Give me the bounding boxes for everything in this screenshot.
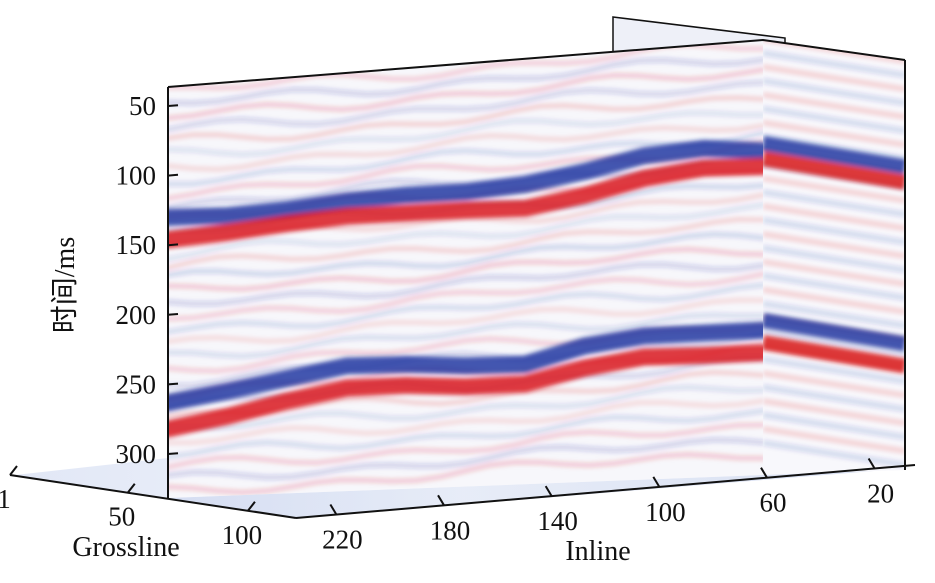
time-tick-mark	[167, 173, 179, 177]
crossline-tick-mark	[126, 483, 136, 494]
side-background-band	[763, 244, 905, 274]
background-band	[168, 437, 763, 481]
side-reflector-positive-3	[763, 335, 905, 374]
background-band	[168, 246, 763, 292]
side-background-band	[763, 105, 905, 134]
inline-axis-line	[295, 464, 916, 519]
inline-axis-ticks: 220 180 140 100 60 20	[322, 457, 894, 555]
inline-tick-label: 100	[645, 497, 686, 527]
background-band	[168, 271, 763, 322]
inline-tick-label: 20	[867, 478, 894, 508]
background-band	[168, 231, 763, 278]
crossline-tick-label: 1	[0, 484, 11, 514]
inline-tick-label: 60	[759, 488, 786, 518]
inline-tick-mark	[867, 457, 876, 469]
background-band	[168, 110, 763, 158]
side-background-band	[763, 91, 905, 120]
time-tick-label: 200	[116, 300, 157, 330]
background-band	[168, 261, 763, 307]
crossline-tick-mark	[247, 501, 256, 512]
inline-tick-label: 180	[430, 515, 471, 545]
side-background-band	[763, 411, 905, 441]
background-band	[168, 451, 763, 495]
time-tick-label: 100	[116, 161, 157, 191]
crossline-section	[763, 40, 905, 475]
side-background-band	[763, 384, 905, 413]
inline-tick-mark	[652, 476, 661, 488]
crossline-tick-label: 100	[222, 520, 263, 550]
time-tick-label: 150	[116, 230, 157, 260]
background-band	[168, 297, 763, 344]
time-tick-mark	[167, 104, 179, 107]
inline-tick-label: 220	[322, 525, 363, 555]
background-band	[168, 282, 763, 335]
side-reflector-positive-1	[763, 151, 905, 190]
side-reflector-negative-2	[763, 312, 905, 352]
inline-tick-mark	[437, 494, 445, 506]
side-background-band	[763, 356, 905, 385]
time-axis-title: 时间/ms	[49, 237, 81, 333]
crossline-axis-title: Grossline	[72, 532, 179, 563]
background-band	[168, 130, 763, 187]
reflector-positive-1	[168, 157, 763, 249]
side-background-band	[763, 203, 905, 232]
inline-tick-mark	[329, 504, 338, 516]
time-tick-mark	[167, 382, 179, 386]
background-band	[168, 57, 763, 106]
background-band	[168, 80, 763, 132]
reflector-positive-3	[168, 344, 763, 438]
background-band	[168, 95, 763, 142]
inline-axis-title: Inline	[565, 536, 630, 567]
side-reflector-layer	[763, 136, 905, 374]
side-background-band	[763, 77, 905, 106]
side-background-band	[763, 119, 905, 148]
background-band	[168, 312, 763, 359]
background-band	[168, 123, 763, 172]
side-background-band	[763, 328, 905, 357]
inline-tick-label: 140	[537, 506, 578, 536]
inline-tick-mark	[760, 467, 768, 479]
background-band	[168, 398, 763, 446]
background-band	[168, 216, 763, 271]
side-background-band	[763, 425, 905, 454]
side-reflector-negative-0	[763, 136, 905, 175]
background-band	[168, 384, 763, 431]
time-tick-label: 50	[129, 91, 156, 121]
side-background-band	[763, 175, 905, 204]
inline-tick-mark	[544, 485, 553, 497]
reflector-negative-2	[168, 321, 763, 411]
reflector-negative-0	[168, 139, 763, 226]
side-background-band	[763, 258, 905, 287]
side-background-band	[763, 370, 905, 399]
background-band	[168, 331, 763, 389]
time-tick-label: 300	[116, 439, 157, 469]
time-tick-label: 250	[116, 369, 157, 399]
background-band	[168, 67, 763, 121]
side-background-band	[763, 231, 905, 260]
side-background-band	[763, 189, 905, 218]
time-axis-ticks: 50 100 150 200 250 300	[116, 91, 179, 469]
side-background-band	[763, 300, 905, 329]
side-background-band	[763, 50, 905, 79]
background-band	[168, 422, 763, 470]
background-band	[168, 202, 763, 262]
inline-section	[168, 40, 763, 498]
side-background-band	[763, 286, 905, 315]
time-tick-mark	[167, 452, 179, 455]
crossline-tick-mark	[9, 465, 18, 476]
side-background-band	[763, 272, 905, 301]
side-background-band	[763, 398, 905, 427]
time-tick-mark	[167, 313, 179, 316]
side-background-band	[763, 439, 905, 468]
side-background-band	[763, 217, 905, 246]
crossline-tick-label: 50	[108, 502, 135, 532]
reflector-layer	[168, 139, 763, 438]
background-band	[168, 408, 763, 460]
time-tick-mark	[167, 243, 179, 247]
panel-top-edge	[167, 38, 906, 88]
crossline-axis-ticks: 1 50 100	[0, 465, 263, 550]
side-background-band	[763, 63, 905, 93]
